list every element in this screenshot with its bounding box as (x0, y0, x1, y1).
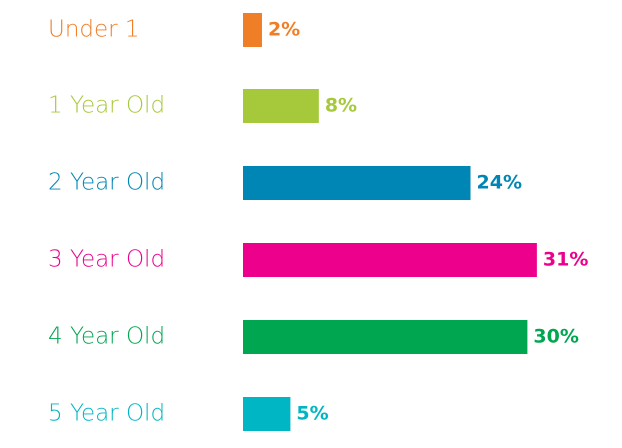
bar (243, 243, 537, 277)
category-label: 1 Year Old (48, 93, 165, 119)
category-label: 4 Year Old (48, 324, 165, 350)
value-label: 2% (268, 19, 300, 41)
value-label: 5% (296, 403, 328, 425)
value-label: 24% (477, 172, 522, 194)
category-label: Under 1 (48, 17, 140, 43)
bar (243, 320, 528, 354)
category-label: 5 Year Old (48, 401, 165, 427)
bar (243, 13, 262, 47)
value-label: 30% (533, 326, 578, 348)
value-label: 8% (325, 95, 357, 117)
category-label: 3 Year Old (48, 247, 165, 273)
bar (243, 89, 319, 123)
value-label: 31% (543, 249, 588, 271)
category-label: 2 Year Old (48, 170, 165, 196)
bar (243, 397, 291, 431)
bar (243, 166, 471, 200)
